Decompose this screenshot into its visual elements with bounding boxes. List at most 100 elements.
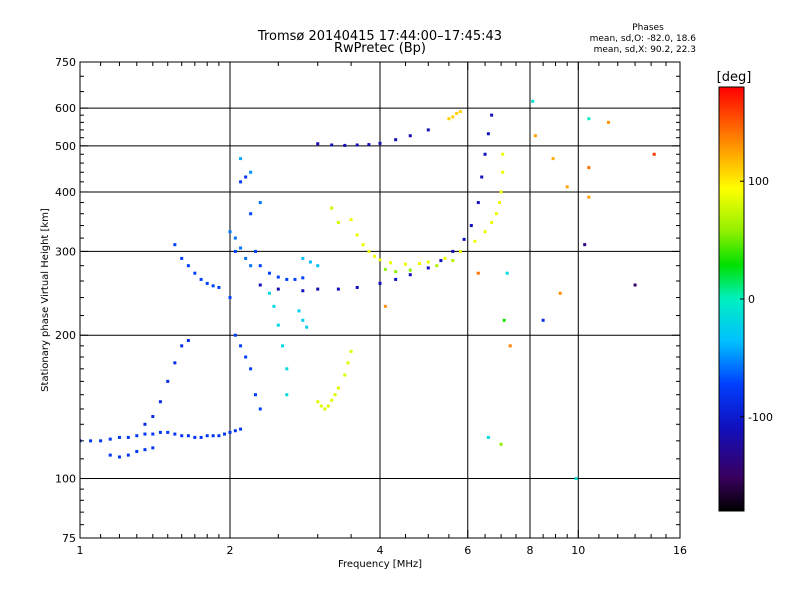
- data-point: [417, 261, 421, 265]
- legend-title: Phases: [632, 23, 664, 33]
- legend-line-x: mean, sd,X: 90.2, 22.3: [594, 45, 696, 55]
- y-tick-label: 200: [55, 329, 76, 342]
- data-point: [499, 442, 503, 446]
- data-point: [301, 289, 305, 293]
- data-point: [151, 446, 155, 450]
- colorbar-tick-label: -100: [748, 411, 773, 424]
- data-point: [323, 407, 327, 411]
- data-point: [426, 128, 430, 132]
- data-point: [383, 304, 387, 308]
- data-point: [494, 212, 498, 216]
- data-point: [180, 434, 184, 438]
- colorbar-tick-label: 0: [748, 293, 755, 306]
- data-point: [258, 201, 262, 205]
- data-point: [151, 432, 155, 436]
- data-point: [285, 277, 289, 281]
- data-point: [239, 427, 243, 431]
- data-point: [451, 115, 455, 119]
- data-point: [394, 277, 398, 281]
- data-point: [249, 367, 253, 371]
- data-point: [574, 477, 578, 481]
- data-point: [505, 271, 509, 275]
- data-point: [439, 259, 443, 263]
- data-point: [458, 110, 462, 114]
- data-point: [367, 143, 371, 147]
- data-point: [383, 267, 387, 271]
- data-point: [239, 246, 243, 250]
- data-point: [469, 224, 473, 228]
- data-point: [355, 143, 359, 147]
- data-point: [336, 386, 340, 390]
- data-point: [99, 439, 103, 443]
- data-point: [394, 270, 398, 274]
- y-tick-label: 500: [55, 140, 76, 153]
- data-point: [249, 170, 253, 174]
- data-point: [490, 113, 494, 117]
- data-point: [508, 344, 512, 348]
- data-point: [301, 276, 305, 280]
- data-point: [217, 434, 221, 438]
- data-point: [502, 318, 506, 322]
- data-point: [499, 190, 503, 194]
- x-tick-label: 10: [571, 544, 585, 557]
- data-point: [205, 281, 209, 285]
- data-point: [531, 99, 535, 103]
- y-axis-label: Stationary phase Virtual Height [km]: [40, 208, 51, 392]
- data-point: [267, 271, 271, 275]
- data-point: [228, 430, 232, 434]
- data-point: [117, 435, 121, 439]
- data-point: [180, 256, 184, 260]
- legend: Phases mean, sd,O: -82.0, 18.6 mean, sd,…: [590, 23, 697, 55]
- data-point: [308, 260, 312, 264]
- data-point: [378, 141, 382, 145]
- data-point: [228, 296, 232, 300]
- data-point: [293, 277, 297, 281]
- data-point: [239, 157, 243, 161]
- data-point: [173, 243, 177, 247]
- data-point: [587, 195, 591, 199]
- data-point: [108, 453, 112, 457]
- data-point: [483, 230, 487, 234]
- data-point: [490, 221, 494, 225]
- colorbar-ticks: 100 0 -100: [740, 175, 773, 424]
- data-point: [199, 435, 203, 439]
- y-tick-label: 750: [55, 56, 76, 69]
- data-point: [301, 256, 305, 260]
- data-point: [205, 434, 209, 438]
- data-point: [239, 344, 243, 348]
- data-point: [285, 367, 289, 371]
- data-point: [652, 152, 656, 156]
- data-point: [607, 120, 611, 124]
- data-point: [451, 249, 455, 253]
- data-point: [349, 349, 353, 353]
- data-point: [533, 134, 537, 138]
- data-point: [151, 414, 155, 418]
- data-point: [355, 233, 359, 237]
- data-point: [244, 256, 248, 260]
- data-point: [476, 271, 480, 275]
- y-tick-label: 600: [55, 102, 76, 115]
- data-point: [343, 373, 347, 377]
- data-point: [408, 273, 412, 277]
- data-point: [258, 283, 262, 287]
- data-point: [473, 239, 477, 243]
- data-point: [223, 432, 227, 436]
- grid-lines: [80, 62, 680, 538]
- data-point: [346, 361, 350, 365]
- data-point: [180, 344, 184, 348]
- data-point: [276, 275, 280, 279]
- colorbar-gradient: [718, 86, 745, 512]
- data-point: [486, 132, 490, 136]
- data-points: [80, 99, 656, 481]
- colorbar-tick-label: 100: [748, 175, 769, 188]
- data-point: [435, 264, 439, 268]
- data-point: [193, 435, 197, 439]
- data-point: [135, 434, 139, 438]
- data-point: [228, 230, 232, 234]
- data-point: [565, 185, 569, 189]
- data-point: [336, 221, 340, 225]
- data-point: [403, 262, 407, 266]
- data-point: [135, 449, 139, 453]
- data-point: [558, 291, 562, 295]
